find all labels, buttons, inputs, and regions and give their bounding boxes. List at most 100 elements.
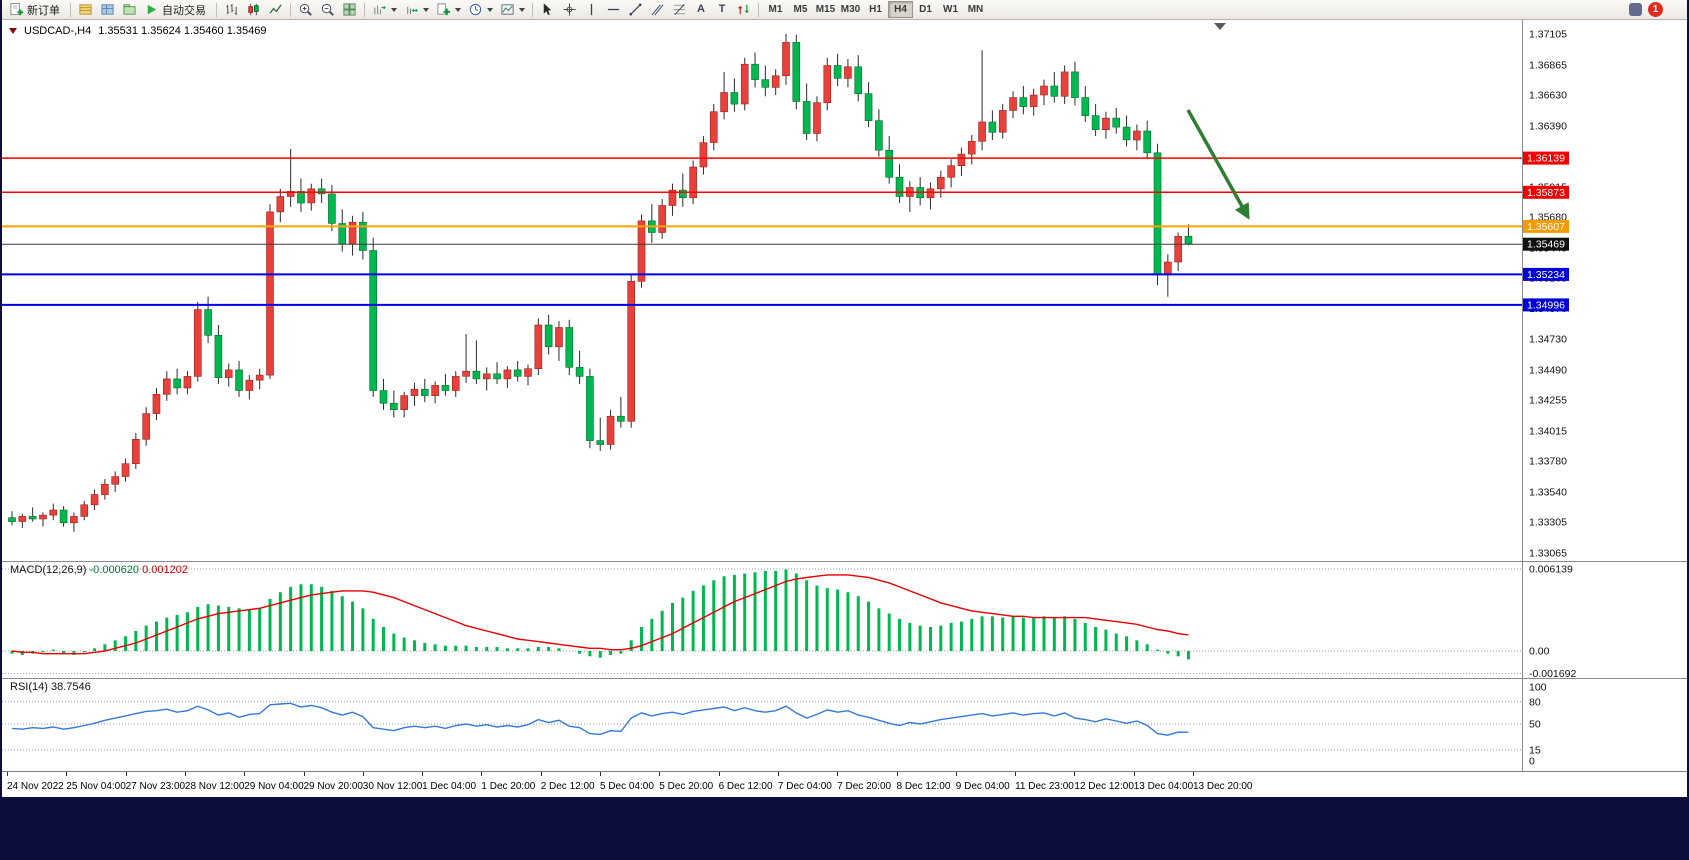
time-tick [718,772,720,776]
time-tick [955,772,957,776]
svg-text:1.33540: 1.33540 [1529,487,1567,499]
zoom-in-icon [298,2,313,17]
channel-icon [650,2,665,17]
text-button[interactable]: A [691,1,711,19]
timeframe-button-mn[interactable]: MN [963,1,988,18]
time-label: 8 Dec 12:00 [896,781,951,792]
line-chart-button[interactable] [265,1,286,19]
text-label-button[interactable]: T [712,1,732,19]
svg-text:1.37105: 1.37105 [1529,29,1567,41]
svg-text:1.33780: 1.33780 [1529,456,1567,468]
price-tag-label: 1.35234 [1527,269,1565,281]
crosshair-button[interactable] [559,1,580,19]
price-axis[interactable]: 1.371051.368651.366301.363901.361551.359… [1529,29,1567,560]
tile-windows-icon [342,2,357,17]
svg-text:1.36630: 1.36630 [1529,90,1567,102]
cursor-button[interactable] [537,1,558,19]
navigator-icon [122,2,137,17]
rsi-line[interactable] [11,702,1189,736]
auto-trading-button[interactable]: 自动交易 [141,1,212,19]
data-window-button[interactable] [97,1,118,19]
time-tick [1193,772,1194,776]
macd-signal-line[interactable] [11,574,1189,655]
notification-badge[interactable]: 1 [1648,2,1663,17]
rsi-label: RSI(14) 38.7546 [10,681,91,693]
trendline-button[interactable] [625,1,646,19]
time-label: 1 Dec 20:00 [481,781,536,792]
dropdown-arrow-icon [423,7,429,12]
time-tick [837,772,839,776]
timeframe-button-m1[interactable]: M1 [763,1,788,18]
rsi-scale-label: 80 [1529,696,1541,708]
price-tag-label: 1.36139 [1527,153,1565,165]
market-watch-icon [78,2,93,17]
zoom-in-button[interactable] [295,1,316,19]
trendline-icon [628,2,643,17]
time-label: 13 Dec 20:00 [1193,781,1253,792]
time-tick [66,772,68,776]
toolbar-separator [758,2,759,17]
toolbar-separator [216,2,217,17]
rsi-scale-label: 50 [1529,719,1541,731]
time-label: 7 Dec 04:00 [777,781,832,792]
svg-text:1.36390: 1.36390 [1529,120,1567,132]
time-label: 2 Dec 12:00 [540,781,595,792]
candlestick-chart-button[interactable] [243,1,264,19]
fibonacci-button[interactable] [669,1,690,19]
time-label: 13 Dec 04:00 [1133,781,1194,792]
macd-main-value: -0.000620 [89,564,140,576]
tile-windows-button[interactable] [339,1,360,19]
time-tick [422,772,424,776]
svg-text:1.33305: 1.33305 [1529,517,1567,529]
templates-button[interactable] [497,1,528,19]
svg-text:1.34255: 1.34255 [1529,395,1567,407]
horizontal-line-button[interactable] [603,1,624,19]
timeframe-button-w1[interactable]: W1 [938,1,963,18]
time-label: 28 Nov 12:00 [184,781,245,792]
arrows-button[interactable] [733,1,754,19]
timeframe-button-m15[interactable]: M15 [813,1,838,18]
market-watch-button[interactable] [75,1,96,19]
time-label: 9 Dec 04:00 [955,781,1010,792]
text-icon: A [697,3,705,15]
price-tag [1523,237,1569,251]
auto-scroll-button[interactable] [369,1,400,19]
time-axis[interactable]: 24 Nov 2022 25 Nov 04:00 27 Nov 23:00 28 No… [2,771,1687,797]
dropdown-arrow-icon [391,7,397,12]
time-label: 29 Nov 04:00 [244,781,304,792]
candles[interactable] [8,34,1193,532]
rsi-panel[interactable]: 100 80 50 150 [2,678,1687,771]
time-label: 11 Dec 23:00 [1015,781,1074,792]
navigator-button[interactable] [119,1,140,19]
zoom-out-button[interactable] [317,1,338,19]
time-tick [1015,772,1017,776]
timeframe-button-h1[interactable]: H1 [863,1,888,18]
timeframe-button-h4[interactable]: H4 [888,1,913,18]
timeframe-button-d1[interactable]: D1 [913,1,938,18]
trend-arrow-annotation[interactable] [1186,109,1250,220]
time-tick [362,772,364,776]
indicators-button[interactable] [433,1,464,19]
bar-chart-button[interactable] [221,1,242,19]
svg-text:1.34730: 1.34730 [1529,334,1567,346]
time-tick [1133,772,1135,776]
channel-button[interactable] [647,1,668,19]
time-label: 7 Dec 20:00 [837,781,892,792]
rsi-name: RSI(14) [10,681,48,693]
timeframe-button-m30[interactable]: M30 [838,1,863,18]
vertical-line-button[interactable] [581,1,602,19]
time-tick [481,772,483,776]
macd-panel[interactable]: 0.006139 0.00 -0.001692 [2,561,1687,678]
price-tag-label: 1.35469 [1527,239,1565,251]
chart-shift-button[interactable] [401,1,432,19]
toolbar-separator [70,2,71,17]
chart-shift-marker-icon[interactable] [1214,23,1226,30]
periods-button[interactable] [465,1,496,19]
macd-histogram[interactable] [10,569,1190,660]
data-window-icon [100,2,115,17]
price-chart[interactable]: 1.371051.368651.366301.363901.361551.359… [2,20,1687,561]
time-label: 29 Nov 20:00 [303,781,364,792]
status-icon[interactable] [1629,3,1642,16]
timeframe-button-m5[interactable]: M5 [788,1,813,18]
new-order-button[interactable]: 新订单 [6,1,66,19]
